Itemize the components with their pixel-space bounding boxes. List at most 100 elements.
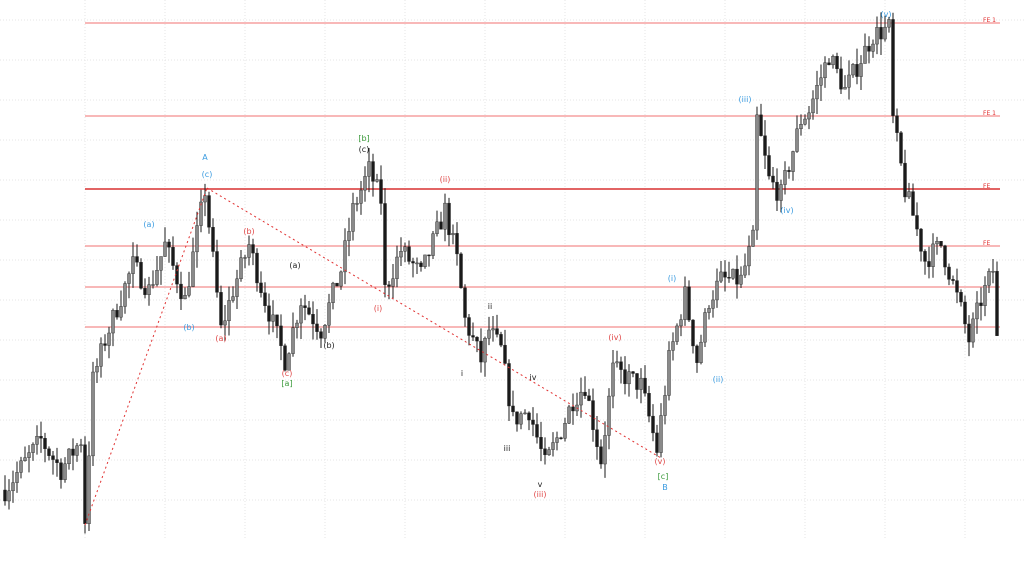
candle-body xyxy=(31,444,35,453)
candle-body xyxy=(459,253,463,289)
candle-body xyxy=(375,179,379,182)
candle-body xyxy=(995,271,999,336)
candle-body xyxy=(731,268,735,279)
grid xyxy=(0,0,1024,540)
candle-body xyxy=(367,161,371,177)
candle-body xyxy=(647,393,651,417)
candle-body xyxy=(711,299,715,309)
candle-body xyxy=(155,270,159,285)
candle-body xyxy=(703,312,707,343)
candle-body xyxy=(583,391,587,396)
candle-body xyxy=(171,246,175,266)
candle-body xyxy=(723,271,727,278)
candle-body xyxy=(939,241,943,246)
candle-body xyxy=(527,412,531,421)
candle-body xyxy=(183,295,187,300)
candle-body xyxy=(119,306,123,318)
candle-body xyxy=(287,353,291,371)
candle-body xyxy=(959,292,963,303)
wave-label: (ii) xyxy=(713,375,724,384)
candle-body xyxy=(563,423,567,439)
candle-body xyxy=(355,203,359,205)
candle-body xyxy=(487,329,491,339)
candle-body xyxy=(531,419,535,425)
candle-body xyxy=(623,369,627,385)
candle-body xyxy=(83,444,87,524)
candle-body xyxy=(291,327,295,354)
wave-label: (a) xyxy=(289,261,300,270)
candle-body xyxy=(595,429,599,447)
candle-body xyxy=(279,325,283,346)
wave-label: (iii) xyxy=(739,95,752,104)
candle-body xyxy=(191,251,195,287)
candle-body xyxy=(911,191,915,216)
candle-body xyxy=(99,343,103,367)
candle-body xyxy=(607,395,611,436)
candle-body xyxy=(751,229,755,247)
candle-body xyxy=(655,432,659,453)
candle-body xyxy=(511,405,515,413)
candle-body xyxy=(195,225,199,253)
candle-body xyxy=(519,413,523,425)
candle-body xyxy=(135,256,139,263)
candle-body xyxy=(603,435,607,465)
candle-body xyxy=(691,319,695,347)
candle-body xyxy=(87,455,91,524)
candle-body xyxy=(111,310,115,334)
candle-body xyxy=(843,87,847,90)
candle-body xyxy=(303,305,307,308)
fib-levels: FE 1 FE 1 FE FE xyxy=(85,17,1000,328)
wave-label: (c) xyxy=(359,145,370,154)
candle-body xyxy=(927,261,931,267)
candle-body xyxy=(867,45,871,52)
candle-body xyxy=(763,135,767,156)
candle-body xyxy=(635,373,639,390)
candle-body xyxy=(599,446,603,465)
wave-label: (b) xyxy=(323,341,334,350)
candle-body xyxy=(615,361,619,364)
candle-body xyxy=(699,341,703,363)
candle-body xyxy=(187,286,191,296)
candle-body xyxy=(267,305,271,322)
candle-body xyxy=(239,257,243,280)
wave-label: B xyxy=(662,483,668,492)
candle-body xyxy=(227,300,231,322)
candle-body xyxy=(103,343,107,346)
candle-body xyxy=(567,406,571,424)
fib-level-label: FE xyxy=(983,240,990,247)
candle-body xyxy=(895,115,899,133)
candle-body xyxy=(503,344,507,364)
candle-body xyxy=(639,377,643,390)
candle-body xyxy=(755,114,759,231)
candle-body xyxy=(743,265,747,276)
candle-body xyxy=(219,292,223,326)
candle-body xyxy=(383,203,387,285)
wave-label: [a] xyxy=(281,379,292,388)
candle-body xyxy=(295,322,299,328)
candle-body xyxy=(19,460,23,473)
candle-body xyxy=(775,181,779,201)
candle-body xyxy=(243,257,247,259)
candle-body xyxy=(719,271,723,282)
candle-body xyxy=(899,132,903,164)
candle-body xyxy=(159,256,163,271)
candle-body xyxy=(59,462,63,480)
candle-body xyxy=(835,56,839,70)
candle-body xyxy=(407,246,411,262)
candle-body xyxy=(15,472,19,483)
candle-body xyxy=(591,400,595,430)
candle-body xyxy=(327,302,331,326)
candle-body xyxy=(695,345,699,363)
candle-body xyxy=(359,189,363,204)
candle-body xyxy=(683,286,687,320)
candle-body xyxy=(47,448,51,456)
candle-body xyxy=(891,19,895,116)
wave-label: (c) xyxy=(282,369,293,378)
candle-body xyxy=(275,314,279,327)
candle-body xyxy=(315,323,319,332)
candle-body xyxy=(431,233,435,256)
candle-body xyxy=(451,233,455,236)
candle-body xyxy=(971,318,975,343)
candle-body xyxy=(855,64,859,77)
